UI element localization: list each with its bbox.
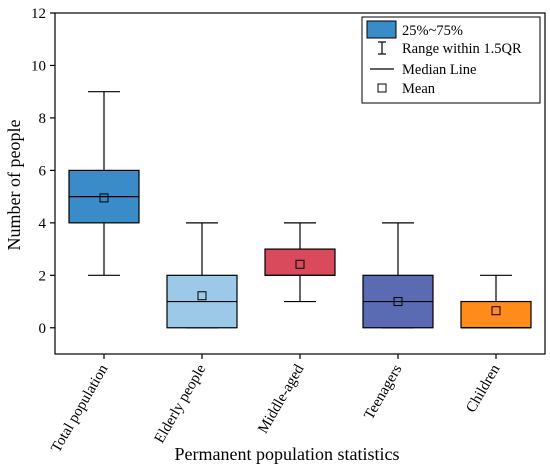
y-tick-label: 0 — [39, 321, 47, 337]
y-tick-label: 8 — [39, 111, 47, 127]
mean-marker — [99, 193, 109, 203]
y-tick-label: 12 — [31, 6, 46, 22]
legend: 25%~75% Range within 1.5QR Median Line M… — [361, 16, 541, 104]
legend-median-label: Median Line — [402, 62, 477, 78]
box-total-population — [68, 91, 140, 276]
x-tick-label: Elderly people — [152, 362, 210, 446]
x-tick-label: Total population — [48, 362, 111, 456]
x-axis-title: Permanent population statistics — [175, 444, 400, 464]
box-series — [68, 91, 532, 329]
legend-box-swatch — [366, 20, 397, 39]
x-tick-label: Teenagers — [361, 362, 405, 423]
legend-mean-label: Mean — [402, 81, 436, 97]
mean-marker — [197, 291, 207, 301]
mean-marker — [491, 306, 501, 316]
box-children — [460, 274, 532, 329]
mean-marker — [393, 297, 403, 307]
y-tick-label: 10 — [31, 58, 46, 74]
iqr-box — [264, 248, 336, 276]
legend-box-label: 25%~75% — [402, 23, 463, 39]
box-middle-aged — [264, 222, 336, 303]
y-tick-label: 6 — [39, 163, 47, 179]
x-tick-label: Children — [463, 362, 503, 416]
y-axis-title: Number of people — [4, 120, 24, 251]
box-teenagers — [362, 222, 434, 329]
legend-whisker-icon — [378, 41, 386, 55]
mean-marker — [295, 259, 305, 269]
box-elderly-people — [166, 222, 238, 329]
legend-mean-icon — [377, 83, 387, 93]
y-tick-label: 2 — [39, 268, 47, 284]
x-tick-label: Middle-aged — [255, 362, 307, 437]
legend-whisker-label: Range within 1.5QR — [402, 41, 522, 57]
y-tick-label: 4 — [39, 216, 47, 232]
